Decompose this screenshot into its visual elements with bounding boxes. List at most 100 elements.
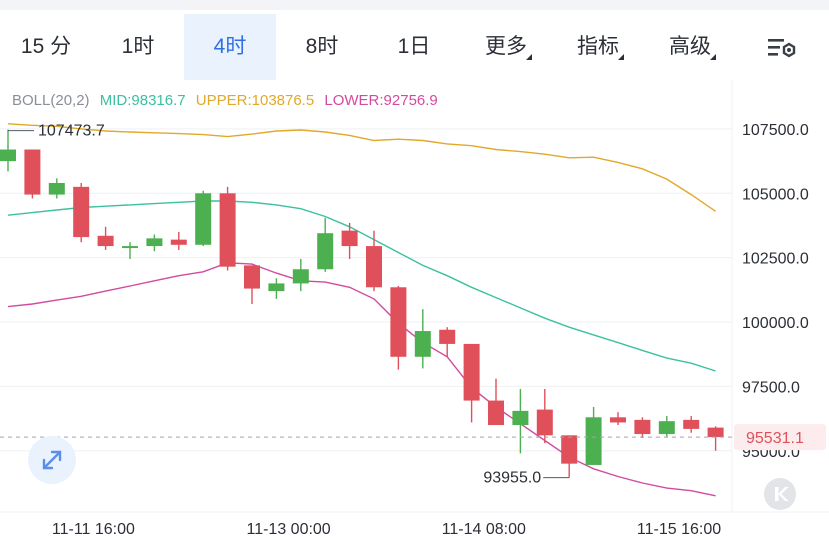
candle — [488, 378, 504, 426]
tab-2[interactable]: 4时 — [184, 14, 276, 80]
candle — [585, 407, 602, 465]
candlestick-chart[interactable]: 107500.0 105000.0 102500.0 100000.0 97500.0 9… — [0, 80, 829, 544]
candle-body — [24, 149, 41, 195]
candle — [390, 285, 407, 370]
chart-settings-icon[interactable] — [766, 36, 798, 60]
candle-body — [414, 331, 431, 357]
candle — [122, 242, 138, 259]
candle — [73, 182, 90, 243]
dropdown-caret-icon — [710, 54, 716, 60]
boll-lower-line — [7, 262, 716, 497]
y-tick-label: 97500.0 — [742, 379, 800, 396]
low-price-label: 93955.0 — [483, 470, 541, 487]
candle-body — [219, 193, 236, 267]
tab-label: 8时 — [305, 35, 339, 58]
candle-body — [561, 435, 578, 464]
candle — [683, 416, 700, 433]
dropdown-caret-icon — [618, 54, 624, 60]
candle-body — [658, 421, 675, 435]
x-tick-label: 11-15 16:00 — [637, 521, 721, 538]
k-logo-button[interactable] — [764, 478, 796, 510]
tab-label: 15 分 — [20, 35, 72, 58]
boll-upper-line — [7, 123, 716, 212]
legend-upper: UPPER:103876.5 — [195, 92, 315, 109]
tab-5[interactable]: 更多 — [460, 14, 552, 80]
candle — [512, 388, 529, 454]
tab-label: 4时 — [213, 35, 247, 58]
candle — [146, 234, 163, 252]
candle-body — [634, 419, 651, 435]
candle-body — [585, 417, 602, 465]
candle — [48, 178, 65, 199]
legend-mid: MID:98316.7 — [99, 92, 186, 109]
candle-body — [512, 410, 529, 426]
candle-body — [536, 409, 553, 436]
y-tick-label: 107500.0 — [742, 122, 809, 139]
tab-label: 1时 — [121, 35, 155, 58]
k-logo-icon — [775, 487, 789, 501]
expand-button[interactable] — [28, 436, 76, 484]
candle — [536, 388, 553, 444]
candle-body — [97, 235, 114, 247]
candle — [0, 129, 16, 172]
tab-label: 指标 — [577, 35, 619, 58]
tab-1[interactable]: 1时 — [92, 14, 184, 80]
candle-body — [195, 193, 212, 245]
candle — [24, 149, 41, 199]
candle — [219, 186, 236, 271]
y-tick-label: 105000.0 — [742, 186, 809, 203]
candle-body — [170, 239, 187, 245]
candle-body — [683, 419, 700, 429]
tab-6[interactable]: 指标 — [552, 14, 644, 80]
candle-body — [341, 230, 358, 247]
candle-body — [488, 400, 504, 426]
boll-mid-line — [7, 200, 716, 372]
legend-boll: BOLL(20,2) — [12, 92, 90, 109]
y-tick-label: 100000.0 — [742, 315, 809, 332]
candle — [268, 278, 285, 299]
expand-icon — [42, 450, 62, 470]
candle — [341, 222, 358, 259]
timeframe-tabs: 15 分 1时 4时 8时 1日 更多 指标 高级 — [0, 14, 829, 80]
candle — [610, 412, 626, 426]
tab-3[interactable]: 8时 — [276, 14, 368, 80]
current-price-badge — [734, 424, 826, 451]
top-divider — [0, 0, 829, 10]
candle-body — [317, 233, 334, 270]
candle-body — [0, 149, 16, 162]
candle-body — [463, 343, 480, 401]
current-price-label: 95531.1 — [746, 430, 804, 447]
high-price-label: 107473.7 — [38, 123, 105, 140]
candle — [195, 190, 212, 247]
candle-body — [244, 265, 260, 289]
tab-0[interactable]: 15 分 — [0, 14, 92, 80]
candle-body — [268, 283, 285, 292]
candle — [561, 435, 578, 478]
x-tick-label: 11-14 08:00 — [442, 521, 526, 538]
x-tick-label: 11-11 16:00 — [52, 521, 135, 538]
candle — [634, 417, 651, 438]
candle-body — [146, 238, 163, 247]
candle-body — [610, 417, 626, 423]
tab-4[interactable]: 1日 — [368, 14, 460, 80]
y-tick-label: 102500.0 — [742, 251, 809, 268]
candle — [414, 309, 431, 369]
tab-7[interactable]: 高级 — [644, 14, 736, 80]
candle — [244, 265, 260, 305]
candle — [366, 230, 382, 292]
tab-label: 更多 — [485, 35, 527, 58]
legend-lower: LOWER:92756.9 — [324, 92, 438, 109]
candle — [292, 258, 309, 292]
candle-body — [707, 427, 724, 438]
candle — [707, 426, 724, 451]
candle — [317, 217, 334, 272]
candle — [439, 327, 456, 357]
tab-label: 高级 — [669, 35, 711, 58]
x-tick-label: 11-13 00:00 — [246, 521, 330, 538]
boll-legend: BOLL(20,2) MID:98316.7 UPPER:103876.5 LO… — [12, 92, 444, 109]
candle-body — [439, 329, 456, 344]
candle — [463, 343, 480, 423]
candle-body — [292, 269, 309, 284]
candle-body — [73, 186, 90, 238]
dropdown-caret-icon — [526, 54, 532, 60]
